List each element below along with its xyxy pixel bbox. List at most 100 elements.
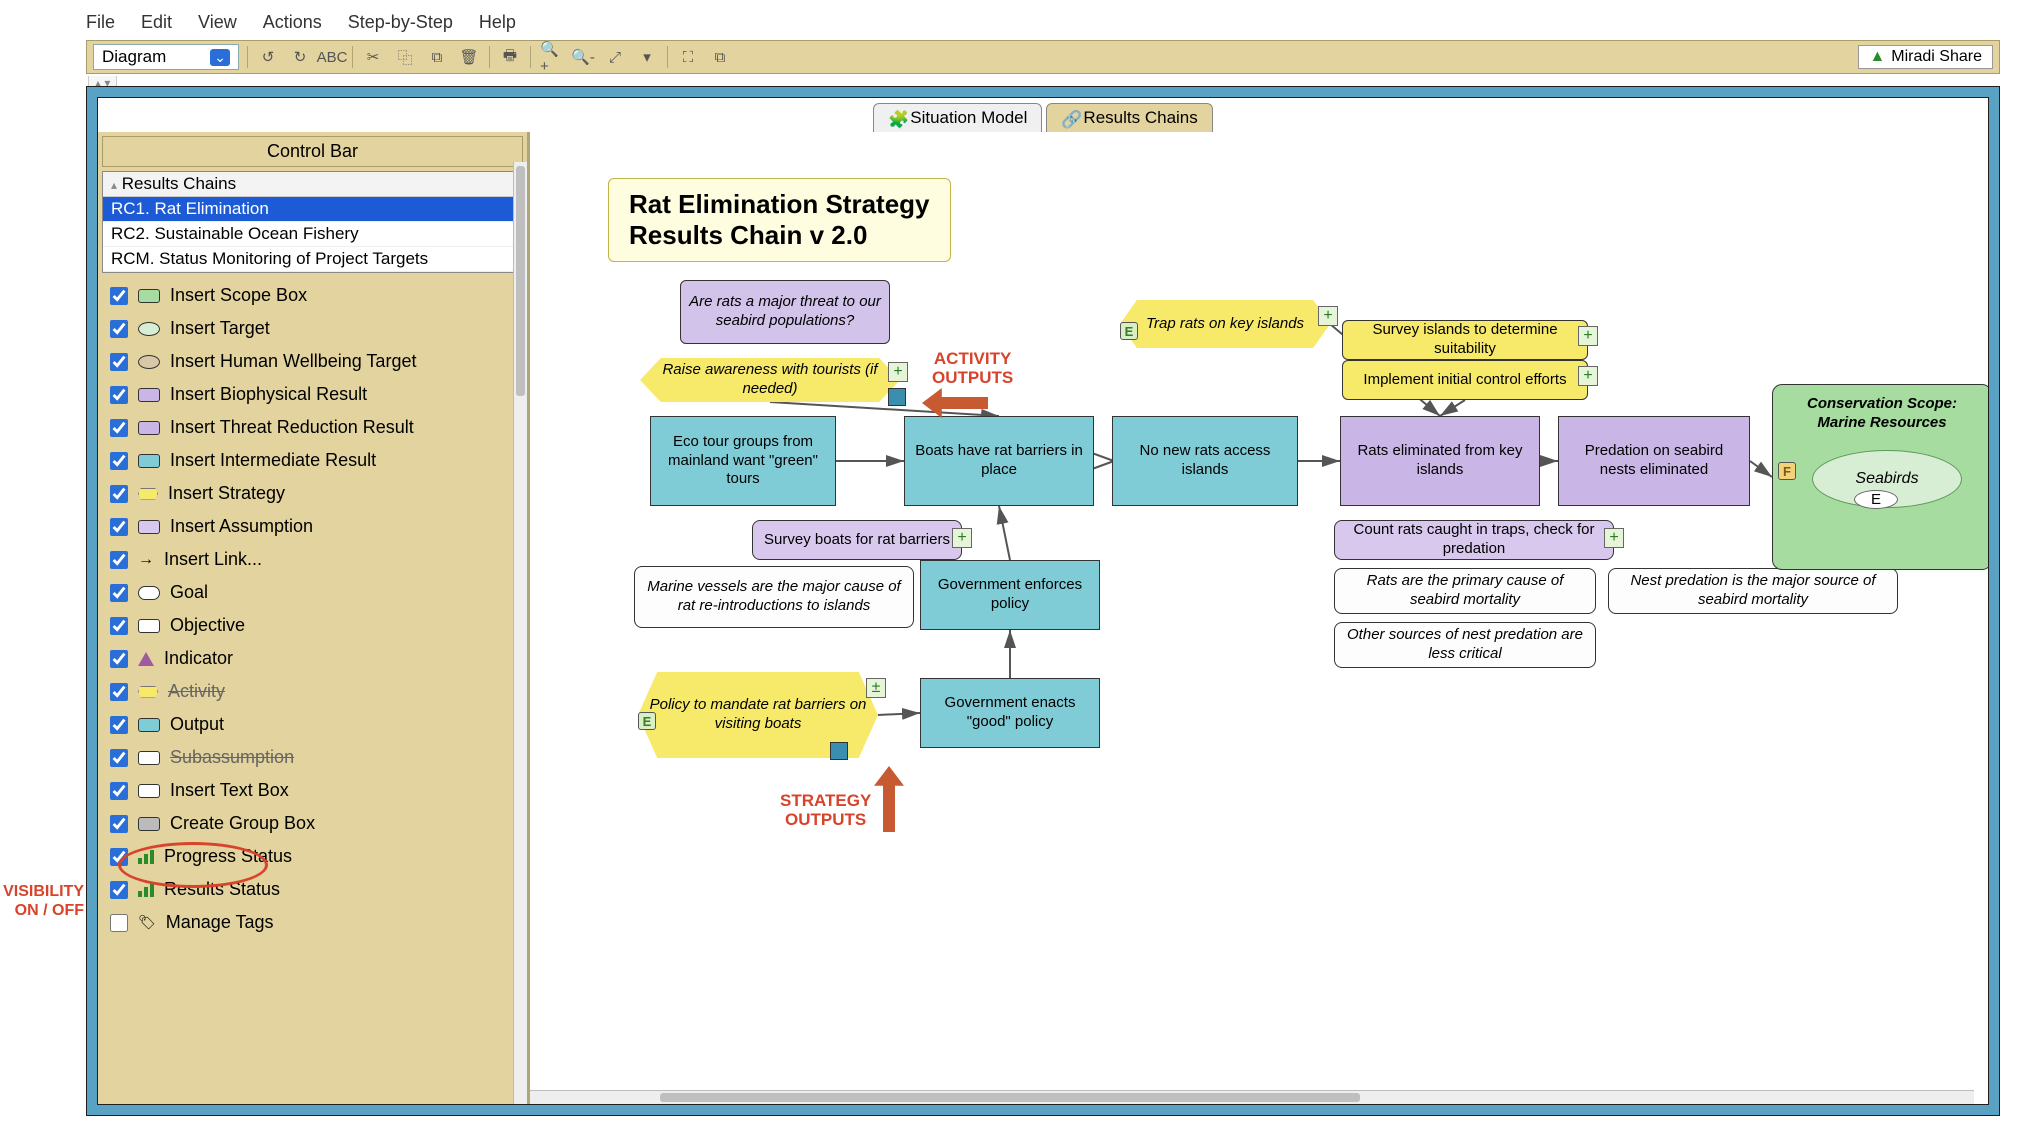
rc-item[interactable]: RC2. Sustainable Ocean Fishery	[103, 222, 522, 247]
assumption-rats-primary[interactable]: Rats are the primary cause of seabird mo…	[1334, 568, 1596, 614]
menu-file[interactable]: File	[86, 12, 115, 33]
visibility-checkbox[interactable]	[110, 749, 128, 767]
rc-item[interactable]: RCM. Status Monitoring of Project Target…	[103, 247, 522, 272]
visibility-checkbox[interactable]	[110, 386, 128, 404]
spellcheck-icon[interactable]: ABC	[320, 45, 344, 69]
menu-stepbystep[interactable]: Step-by-Step	[348, 12, 453, 33]
element-type-row[interactable]: Progress Status	[100, 840, 521, 873]
activity-count-rats[interactable]: Count rats caught in traps, check for pr…	[1334, 520, 1614, 560]
cut-icon[interactable]: ✂	[361, 45, 385, 69]
layout-icon[interactable]: ⛶	[676, 45, 700, 69]
plus-badge[interactable]: ±	[866, 678, 886, 698]
element-type-row[interactable]: Create Group Box	[100, 807, 521, 840]
element-type-row[interactable]: Insert Text Box	[100, 774, 521, 807]
output-badge[interactable]	[888, 388, 906, 406]
visibility-checkbox[interactable]	[110, 287, 128, 305]
plus-badge[interactable]: +	[1318, 306, 1338, 326]
visibility-checkbox[interactable]	[110, 518, 128, 536]
visibility-checkbox[interactable]	[110, 683, 128, 701]
visibility-checkbox[interactable]	[110, 650, 128, 668]
zoom-fit-icon[interactable]: ⤢	[603, 45, 627, 69]
zoom-in-icon[interactable]: 🔍+	[539, 45, 563, 69]
visibility-checkbox[interactable]	[110, 419, 128, 437]
assumption-marine-vessels[interactable]: Marine vessels are the major cause of ra…	[634, 566, 914, 628]
undo-icon[interactable]: ↺	[256, 45, 280, 69]
tab-situation-model[interactable]: 🧩 Situation Model	[873, 103, 1042, 132]
visibility-checkbox[interactable]	[110, 353, 128, 371]
plus-badge[interactable]: +	[1604, 528, 1624, 548]
element-type-row[interactable]: Insert Threat Reduction Result	[100, 411, 521, 444]
sidebar-scrollbar[interactable]	[513, 162, 527, 1104]
rc-item[interactable]: RC1. Rat Elimination	[103, 197, 522, 222]
visibility-checkbox[interactable]	[110, 848, 128, 866]
visibility-checkbox[interactable]	[110, 716, 128, 734]
menu-view[interactable]: View	[198, 12, 237, 33]
scrollbar-thumb[interactable]	[516, 166, 525, 396]
zoom-menu-icon[interactable]: ▾	[635, 45, 659, 69]
element-type-row[interactable]: Insert Biophysical Result	[100, 378, 521, 411]
activity-survey-islands[interactable]: Survey islands to determine suitability	[1342, 320, 1588, 360]
element-type-row[interactable]: Objective	[100, 609, 521, 642]
result-gov-enforce[interactable]: Government enforces policy	[920, 560, 1100, 630]
paste-icon[interactable]: ⧉	[425, 45, 449, 69]
activity-survey-boats[interactable]: Survey boats for rat barriers	[752, 520, 962, 560]
copy-icon[interactable]: ⿻	[393, 45, 417, 69]
activity-raise-awareness[interactable]: Raise awareness with tourists (if needed…	[640, 358, 900, 402]
element-type-row[interactable]: Indicator	[100, 642, 521, 675]
plus-badge[interactable]: +	[1578, 326, 1598, 346]
element-type-row[interactable]: Output	[100, 708, 521, 741]
result-no-new-rats[interactable]: No new rats access islands	[1112, 416, 1298, 506]
assumption-nest-predation[interactable]: Nest predation is the major source of se…	[1608, 568, 1898, 614]
element-type-row[interactable]: Insert Scope Box	[100, 279, 521, 312]
activity-implement-control[interactable]: Implement initial control efforts	[1342, 360, 1588, 400]
output-badge[interactable]	[830, 742, 848, 760]
element-type-row[interactable]: Insert Intermediate Result	[100, 444, 521, 477]
visibility-checkbox[interactable]	[110, 914, 128, 932]
canvas-scrollbar-h[interactable]	[530, 1090, 1974, 1104]
tab-results-chains[interactable]: 🔗 Results Chains	[1046, 103, 1212, 132]
element-type-row[interactable]: Insert Target	[100, 312, 521, 345]
visibility-checkbox[interactable]	[110, 485, 128, 503]
menu-help[interactable]: Help	[479, 12, 516, 33]
visibility-checkbox[interactable]	[110, 320, 128, 338]
delete-icon[interactable]: 🗑	[457, 45, 481, 69]
result-eco-tour[interactable]: Eco tour groups from mainland want "gree…	[650, 416, 836, 506]
element-type-row[interactable]: Insert Strategy	[100, 477, 521, 510]
element-type-row[interactable]: Activity	[100, 675, 521, 708]
zoom-out-icon[interactable]: 🔍-	[571, 45, 595, 69]
element-type-row[interactable]: Goal	[100, 576, 521, 609]
element-type-row[interactable]: Subassumption	[100, 741, 521, 774]
element-type-row[interactable]: →Insert Link...	[100, 543, 521, 576]
visibility-checkbox[interactable]	[110, 782, 128, 800]
goal-e[interactable]: E	[1854, 490, 1898, 509]
visibility-checkbox[interactable]	[110, 551, 128, 569]
visibility-checkbox[interactable]	[110, 452, 128, 470]
element-type-row[interactable]: Results Status	[100, 873, 521, 906]
plus-badge[interactable]: +	[1578, 366, 1598, 386]
diagram-canvas[interactable]: Rat Elimination Strategy Results Chain v…	[530, 132, 1988, 1104]
element-type-row[interactable]: Insert Human Wellbeing Target	[100, 345, 521, 378]
visibility-checkbox[interactable]	[110, 815, 128, 833]
visibility-checkbox[interactable]	[110, 881, 128, 899]
threat-rats-eliminated[interactable]: Rats eliminated from key islands	[1340, 416, 1540, 506]
visibility-checkbox[interactable]	[110, 584, 128, 602]
redo-icon[interactable]: ↻	[288, 45, 312, 69]
menu-actions[interactable]: Actions	[263, 12, 322, 33]
assumption-other-sources[interactable]: Other sources of nest predation are less…	[1334, 622, 1596, 668]
result-gov-enact[interactable]: Government enacts "good" policy	[920, 678, 1100, 748]
print-icon[interactable]: 🖶	[498, 45, 522, 69]
visibility-checkbox[interactable]	[110, 617, 128, 635]
assumption-seabird-threat[interactable]: Are rats a major threat to our seabird p…	[680, 280, 890, 344]
element-type-row[interactable]: 🏷Manage Tags	[100, 906, 521, 939]
plus-badge[interactable]: +	[888, 362, 908, 382]
element-type-row[interactable]: Insert Assumption	[100, 510, 521, 543]
menu-edit[interactable]: Edit	[141, 12, 172, 33]
export-icon[interactable]: ⧉	[708, 45, 732, 69]
miradi-share-button[interactable]: ▲ Miradi Share	[1858, 45, 1993, 69]
view-selector[interactable]: Diagram ⌄	[93, 44, 239, 70]
plus-badge[interactable]: +	[952, 528, 972, 548]
result-boats-barriers[interactable]: Boats have rat barriers in place	[904, 416, 1094, 506]
activity-trap-rats[interactable]: Trap rats on key islands	[1120, 300, 1330, 348]
scrollbar-thumb[interactable]	[660, 1093, 1360, 1102]
results-chains-head[interactable]: ▴ Results Chains	[103, 172, 522, 197]
